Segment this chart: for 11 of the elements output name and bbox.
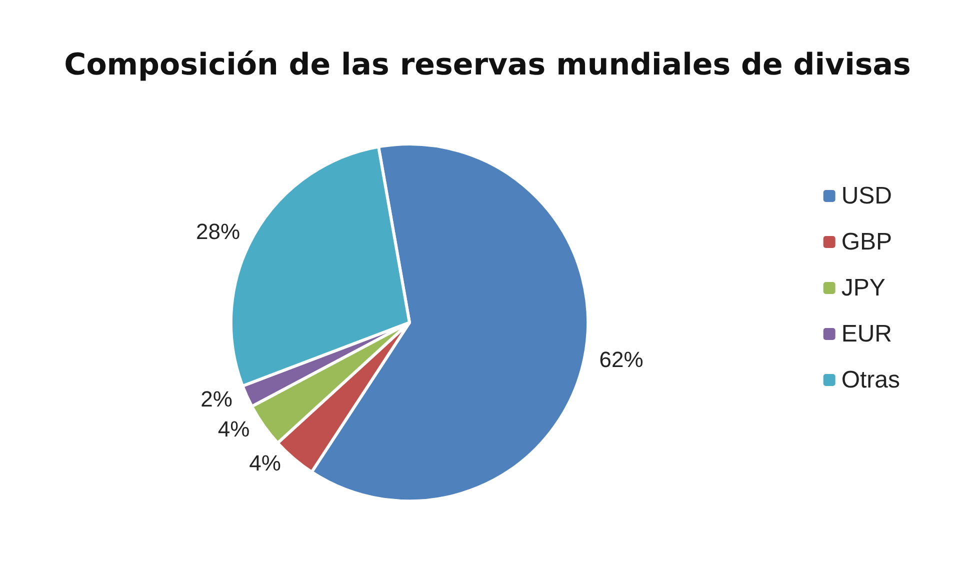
legend-label: USD bbox=[841, 182, 892, 210]
legend-label: EUR bbox=[841, 320, 892, 348]
data-label: 4% bbox=[249, 450, 281, 476]
chart-title: Composición de las reservas mundiales de divisas bbox=[64, 48, 911, 82]
legend-label: Otras bbox=[841, 366, 900, 394]
data-label: 62% bbox=[599, 347, 644, 372]
legend-label: GBP bbox=[841, 228, 892, 256]
data-label: 28% bbox=[196, 218, 240, 244]
data-label: 4% bbox=[218, 416, 250, 442]
legend-label: JPY bbox=[841, 274, 886, 302]
data-label: 2% bbox=[200, 386, 232, 412]
